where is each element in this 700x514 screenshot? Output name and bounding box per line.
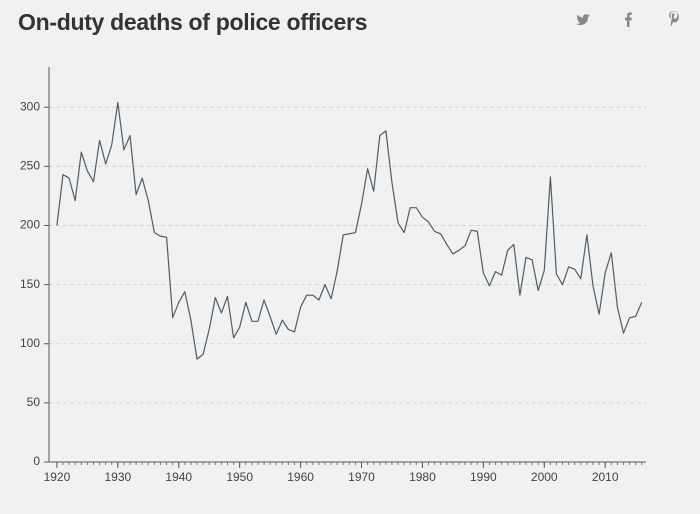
share-twitter[interactable] (576, 14, 590, 26)
x-tick-label: 2000 (531, 470, 558, 484)
data-line (56, 101, 643, 360)
y-tick-label: 200 (20, 218, 40, 232)
x-tick-label: 2010 (592, 470, 619, 484)
x-tick-label: 1980 (409, 470, 436, 484)
y-tick-label: 250 (20, 159, 40, 173)
twitter-icon (576, 14, 590, 26)
share-pinterest[interactable] (669, 11, 679, 27)
x-tick-label: 1950 (226, 470, 253, 484)
pinterest-icon (669, 11, 679, 27)
y-tick-label: 300 (20, 99, 40, 113)
y-tick-label: 100 (20, 336, 40, 350)
share-facebook[interactable] (625, 12, 632, 28)
x-tick-label: 1990 (470, 470, 497, 484)
y-tick-label: 150 (20, 277, 40, 291)
x-tick-label: 1970 (348, 470, 375, 484)
chart-title: On-duty deaths of police officers (18, 9, 367, 35)
y-tick-label: 50 (27, 395, 41, 409)
y-tick-label: 0 (33, 454, 40, 468)
x-tick-label: 1920 (44, 470, 71, 484)
x-tick-label: 1940 (165, 470, 192, 484)
facebook-icon (625, 12, 632, 27)
x-tick-label: 1930 (104, 470, 131, 484)
x-tick-label: 1960 (287, 470, 314, 484)
